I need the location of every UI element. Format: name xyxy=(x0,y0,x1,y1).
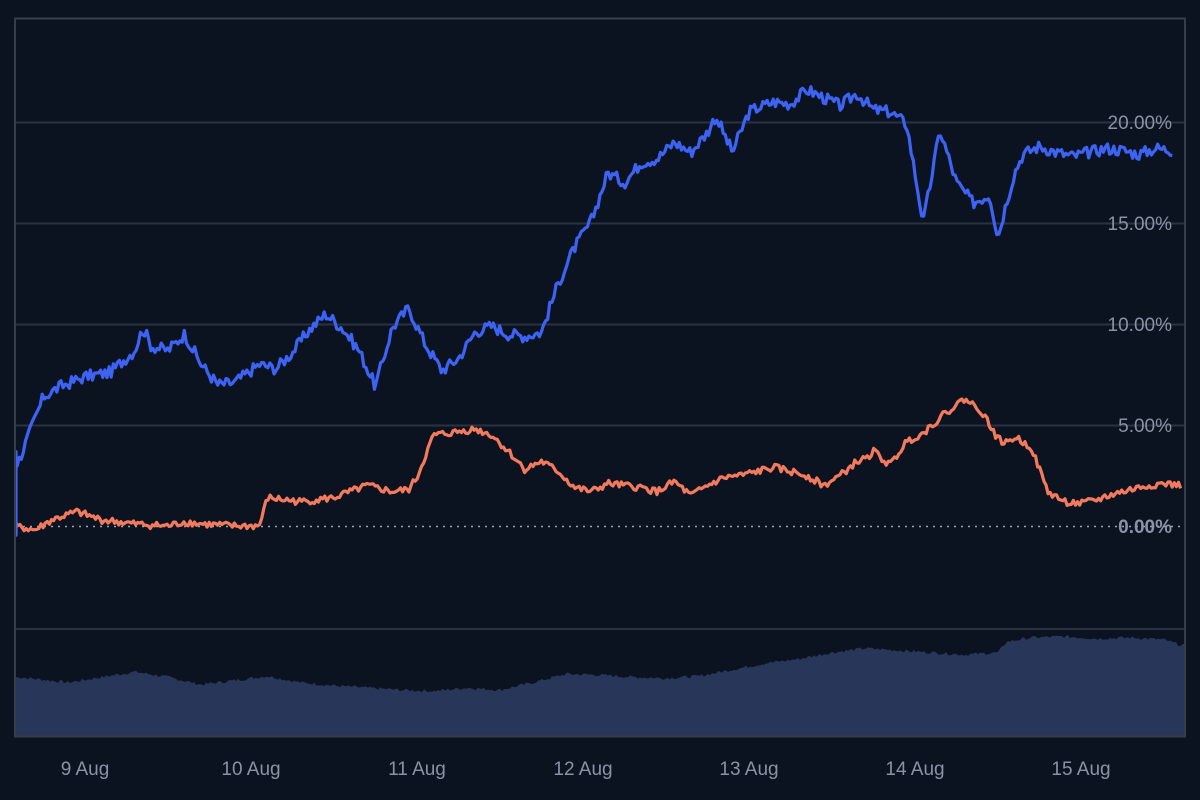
x-tick-label: 9 Aug xyxy=(61,759,110,780)
volume-histogram xyxy=(16,635,1184,736)
plot-border xyxy=(14,17,1186,738)
series-orange-line[interactable] xyxy=(14,397,1183,535)
x-tick-label: 13 Aug xyxy=(719,759,778,780)
y-tick-label: 0.00% xyxy=(1118,517,1172,538)
x-axis: 9 Aug 10 Aug 11 Aug 12 Aug 13 Aug 14 Aug 15 Au… xyxy=(61,759,1111,780)
y-tick-label: 20.00% xyxy=(1108,113,1173,134)
y-axis: 20.00% 15.00% 10.00% 5.00% 0.00% xyxy=(1108,113,1173,538)
x-tick-label: 14 Aug xyxy=(885,759,944,780)
x-tick-label: 15 Aug xyxy=(1051,759,1110,780)
y-tick-label: 15.00% xyxy=(1108,214,1173,235)
x-tick-label: 12 Aug xyxy=(553,759,612,780)
volume-area xyxy=(16,635,1184,736)
x-tick-label: 10 Aug xyxy=(221,759,280,780)
series-blue-line[interactable] xyxy=(14,85,1173,537)
y-tick-label: 5.00% xyxy=(1118,416,1172,437)
x-tick-label: 11 Aug xyxy=(388,759,446,780)
y-tick-label: 10.00% xyxy=(1108,315,1173,336)
grid-lines xyxy=(16,121,1184,630)
